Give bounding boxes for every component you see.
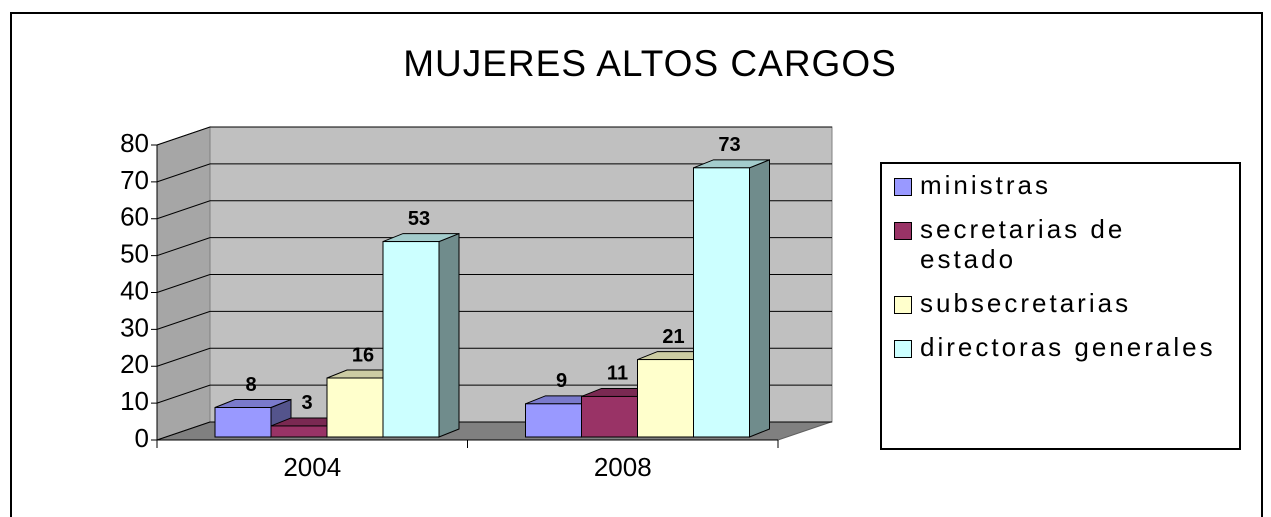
legend-item: secretarias de estado xyxy=(894,214,1239,274)
bar xyxy=(525,403,582,438)
grid-line xyxy=(156,384,832,404)
grid-line xyxy=(156,126,832,146)
data-label: 73 xyxy=(718,134,740,156)
y-tick-label: 30 xyxy=(120,312,149,342)
grid-line xyxy=(156,310,832,330)
legend-item: subsecretarias xyxy=(894,288,1239,318)
y-tick-label: 60 xyxy=(120,202,149,232)
y-tick-label: 80 xyxy=(120,128,149,158)
bar xyxy=(270,425,328,438)
legend-swatch xyxy=(894,296,912,314)
x-tick-label: 2004 xyxy=(283,452,341,482)
bar-side xyxy=(438,232,460,438)
chart-border xyxy=(10,12,1263,517)
legend-label: subsecretarias xyxy=(920,288,1132,318)
data-label: 3 xyxy=(301,392,312,414)
data-label: 16 xyxy=(352,344,374,366)
legend: ministras secretarias de estado subsecreta… xyxy=(880,162,1241,450)
bar xyxy=(581,395,638,438)
bar xyxy=(214,407,272,438)
grid-line xyxy=(156,347,832,367)
legend-item: directoras generales xyxy=(894,332,1239,362)
bar xyxy=(693,167,750,438)
data-label: 53 xyxy=(408,208,430,230)
x-tick-label: 2008 xyxy=(594,452,652,482)
y-tick-label: 40 xyxy=(120,275,149,305)
legend-swatch xyxy=(894,222,912,240)
bar-side xyxy=(749,159,770,438)
data-label: 8 xyxy=(245,374,256,396)
legend-label: ministras xyxy=(920,170,1052,200)
legend-swatch xyxy=(894,178,912,196)
bar xyxy=(382,241,440,438)
grid-line xyxy=(156,200,832,220)
legend-item: ministras xyxy=(894,170,1239,200)
y-tick-label: 10 xyxy=(120,386,149,416)
chart-title: MUJERES ALTOS CARGOS xyxy=(403,43,897,84)
legend-label: secretarias de estado xyxy=(920,214,1126,274)
y-tick-label: 70 xyxy=(120,165,149,195)
bar xyxy=(326,377,384,438)
legend-label: directoras generales xyxy=(920,332,1216,362)
bar xyxy=(637,359,694,438)
data-label: 11 xyxy=(607,363,628,385)
grid-line xyxy=(156,237,832,257)
legend-swatch xyxy=(894,340,912,358)
y-tick-label: 20 xyxy=(120,349,149,379)
y-tick-label: 0 xyxy=(135,423,149,453)
data-label: 9 xyxy=(556,370,567,392)
grid-line xyxy=(156,163,832,183)
data-label: 21 xyxy=(662,326,684,348)
grid-line xyxy=(156,274,832,293)
y-tick-label: 50 xyxy=(120,239,149,269)
